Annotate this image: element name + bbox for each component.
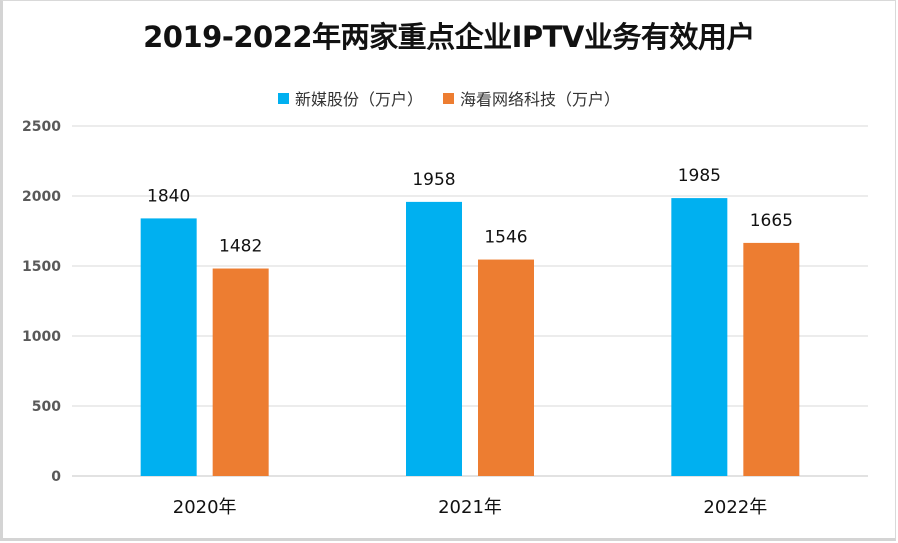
bar-series-1	[478, 259, 534, 476]
data-label: 1985	[678, 166, 721, 186]
bar-series-0	[406, 201, 462, 476]
legend-item-series-1: 海看网络科技（万户）	[443, 86, 620, 110]
legend-swatch-series-0	[277, 92, 289, 104]
x-category-label: 2022年	[703, 497, 767, 518]
legend: 新媒股份（万户） 海看网络科技（万户）	[0, 86, 898, 110]
chart-title: 2019-2022年两家重点企业IPTV业务有效用户	[143, 20, 755, 54]
y-tick-label: 500	[32, 399, 61, 415]
bar-series-0	[671, 198, 728, 476]
bar-series-1	[743, 242, 800, 476]
y-tick-label: 2000	[22, 189, 61, 205]
y-tick-label: 1000	[22, 329, 61, 345]
data-label: 1840	[147, 186, 190, 206]
y-tick-label: 0	[51, 469, 61, 485]
y-tick-label: 1500	[22, 259, 61, 275]
x-category-label: 2021年	[438, 497, 502, 518]
x-category-label: 2020年	[173, 497, 237, 518]
legend-swatch-series-1	[443, 92, 454, 104]
data-label: 1482	[219, 237, 262, 257]
bar-series-0	[140, 218, 197, 476]
data-label: 1958	[412, 170, 455, 190]
legend-item-series-0: 新媒股份（万户）	[277, 86, 423, 110]
bar-series-1	[212, 268, 269, 476]
data-label: 1546	[484, 228, 527, 248]
legend-label-series-0: 新媒股份（万户）	[294, 90, 423, 109]
legend-label-series-1: 海看网络科技（万户）	[460, 90, 621, 109]
y-tick-label: 2500	[22, 119, 61, 135]
data-label: 1665	[750, 211, 793, 231]
